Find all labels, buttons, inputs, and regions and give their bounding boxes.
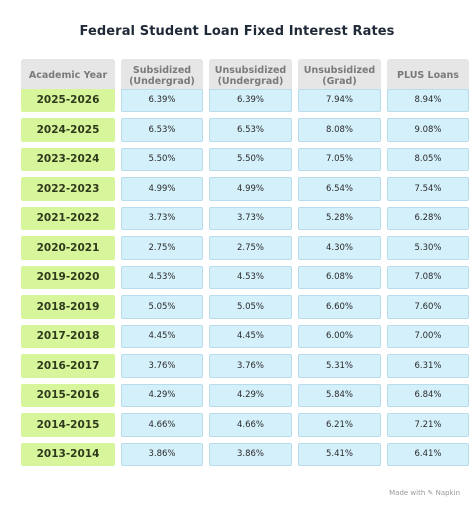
rate-cell: 4.66% <box>121 413 203 437</box>
academic-year-cell: 2016-2017 <box>21 354 115 378</box>
header-subsidized-undergrad: Subsidized (Undergrad) <box>121 59 203 93</box>
rate-cell: 8.05% <box>387 147 469 171</box>
rate-cell: 6.60% <box>298 295 381 319</box>
rate-cell: 6.53% <box>209 118 292 142</box>
rate-cell: 5.50% <box>209 147 292 171</box>
rate-cell: 5.41% <box>298 442 381 466</box>
rate-cell: 4.53% <box>121 265 203 289</box>
rate-cell: 7.54% <box>387 177 469 201</box>
rate-cell: 5.84% <box>298 383 381 407</box>
rate-cell: 4.66% <box>209 413 292 437</box>
rate-cell: 8.94% <box>387 88 469 112</box>
rate-cell: 6.54% <box>298 177 381 201</box>
rate-cell: 7.60% <box>387 295 469 319</box>
rate-cell: 5.50% <box>121 147 203 171</box>
rate-cell: 5.05% <box>121 295 203 319</box>
rate-cell: 5.28% <box>298 206 381 230</box>
rate-cell: 9.08% <box>387 118 469 142</box>
academic-year-cell: 2025-2026 <box>21 88 115 112</box>
rate-cell: 6.39% <box>121 88 203 112</box>
academic-year-cell: 2021-2022 <box>21 206 115 230</box>
header-unsubsidized-grad: Unsubsidized (Grad) <box>298 59 381 93</box>
rate-cell: 4.45% <box>121 324 203 348</box>
rate-cell: 4.45% <box>209 324 292 348</box>
header-academic-year: Academic Year <box>21 59 115 93</box>
rate-cell: 3.76% <box>121 354 203 378</box>
header-unsubsidized-undergrad: Unsubsidized (Undergrad) <box>209 59 292 93</box>
academic-year-cell: 2018-2019 <box>21 295 115 319</box>
academic-year-cell: 2020-2021 <box>21 236 115 260</box>
rate-cell: 7.08% <box>387 265 469 289</box>
academic-year-cell: 2023-2024 <box>21 147 115 171</box>
rate-cell: 7.21% <box>387 413 469 437</box>
academic-year-cell: 2013-2014 <box>21 442 115 466</box>
rate-cell: 6.53% <box>121 118 203 142</box>
rate-cell: 7.94% <box>298 88 381 112</box>
rate-cell: 6.08% <box>298 265 381 289</box>
academic-year-cell: 2022-2023 <box>21 177 115 201</box>
rate-cell: 3.86% <box>209 442 292 466</box>
header-plus-loans: PLUS Loans <box>387 59 469 93</box>
academic-year-cell: 2024-2025 <box>21 118 115 142</box>
rate-cell: 4.99% <box>121 177 203 201</box>
rate-cell: 6.00% <box>298 324 381 348</box>
rate-cell: 5.30% <box>387 236 469 260</box>
rate-cell: 5.31% <box>298 354 381 378</box>
rate-cell: 2.75% <box>209 236 292 260</box>
rate-cell: 5.05% <box>209 295 292 319</box>
academic-year-cell: 2015-2016 <box>21 383 115 407</box>
rate-cell: 4.29% <box>209 383 292 407</box>
rate-cell: 3.73% <box>209 206 292 230</box>
rate-cell: 8.08% <box>298 118 381 142</box>
rate-cell: 6.31% <box>387 354 469 378</box>
rate-cell: 7.05% <box>298 147 381 171</box>
rate-cell: 4.99% <box>209 177 292 201</box>
rate-cell: 6.84% <box>387 383 469 407</box>
rate-cell: 6.41% <box>387 442 469 466</box>
rate-cell: 6.21% <box>298 413 381 437</box>
table-title: Federal Student Loan Fixed Interest Rate… <box>79 24 395 39</box>
academic-year-cell: 2014-2015 <box>21 413 115 437</box>
academic-year-cell: 2017-2018 <box>21 324 115 348</box>
rate-cell: 6.39% <box>209 88 292 112</box>
rate-cell: 3.73% <box>121 206 203 230</box>
rate-cell: 4.29% <box>121 383 203 407</box>
rate-cell: 4.53% <box>209 265 292 289</box>
rates-table: Academic Year Subsidized (Undergrad) Uns… <box>21 59 469 466</box>
rate-cell: 3.76% <box>209 354 292 378</box>
rate-cell: 3.86% <box>121 442 203 466</box>
academic-year-cell: 2019-2020 <box>21 265 115 289</box>
rate-cell: 2.75% <box>121 236 203 260</box>
rate-cell: 6.28% <box>387 206 469 230</box>
rate-cell: 4.30% <box>298 236 381 260</box>
napkin-watermark: Made with ✎ Napkin <box>389 489 460 497</box>
rate-cell: 7.00% <box>387 324 469 348</box>
